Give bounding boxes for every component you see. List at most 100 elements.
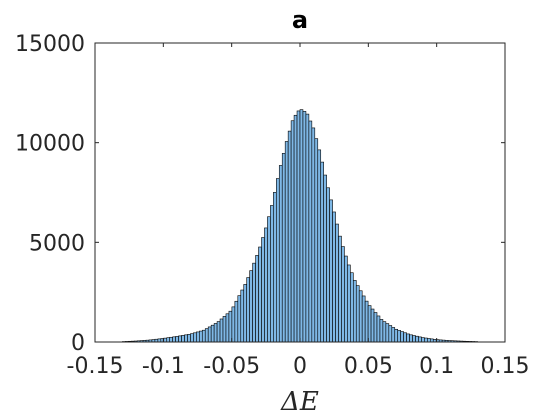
- histogram-bar: [270, 205, 274, 343]
- histogram-bar: [258, 246, 262, 343]
- histogram-bar: [175, 336, 179, 343]
- histogram-bar: [249, 270, 253, 343]
- histogram-bar: [293, 114, 298, 343]
- histogram-bar: [290, 120, 295, 343]
- histogram-bar: [219, 318, 224, 343]
- histogram-bar: [344, 255, 348, 343]
- histogram-bar: [388, 325, 393, 343]
- histogram-bar: [172, 336, 176, 343]
- histogram-bar: [222, 316, 227, 343]
- y-tick-label: 0: [71, 331, 85, 356]
- histogram-bar: [376, 315, 381, 343]
- histogram-bar: [373, 312, 378, 343]
- histogram-bar: [196, 331, 200, 343]
- histogram-bar: [409, 334, 413, 343]
- histogram-bar: [302, 111, 307, 343]
- histogram-bar: [184, 334, 188, 343]
- histogram-bar: [361, 295, 366, 343]
- histogram-bar: [296, 110, 301, 343]
- histogram-bar: [267, 216, 271, 343]
- histogram-bar: [252, 262, 256, 343]
- histogram-bar: [424, 337, 428, 343]
- histogram-bar: [382, 321, 387, 343]
- histogram-bar: [273, 192, 277, 343]
- histogram-bar: [299, 109, 304, 343]
- histogram-bar: [255, 255, 259, 343]
- histogram-bar: [352, 280, 357, 343]
- histogram-bar: [385, 323, 390, 343]
- histogram-bar: [427, 338, 431, 343]
- histogram-bar: [240, 289, 245, 343]
- histogram-bar: [332, 211, 336, 343]
- histogram-bar: [415, 335, 419, 343]
- histogram-bar: [169, 336, 173, 343]
- histogram-bar: [421, 337, 425, 343]
- histogram-bar: [326, 187, 330, 343]
- x-tick-label: 0: [293, 354, 307, 379]
- x-tick-label: 0.1: [419, 354, 454, 379]
- histogram-bar: [412, 335, 416, 343]
- x-tick-label: -0.15: [67, 354, 124, 379]
- histogram-bar: [370, 308, 375, 343]
- histogram-bar: [278, 165, 283, 343]
- histogram-bar: [231, 306, 236, 343]
- histogram-bar: [320, 161, 324, 343]
- x-tick-label: -0.05: [203, 354, 260, 379]
- histogram-bar: [311, 127, 316, 343]
- histogram-bar: [207, 326, 212, 343]
- histogram-bar: [350, 272, 354, 343]
- histogram-bar: [166, 337, 171, 343]
- histogram-bar: [406, 333, 410, 343]
- histogram-bar: [317, 149, 322, 343]
- histogram-bar: [347, 264, 351, 343]
- histogram-bar: [234, 300, 239, 343]
- y-tick-labels: 0 5000 10000 15000: [15, 32, 85, 356]
- histogram-bar: [355, 285, 360, 343]
- histogram-bar: [216, 321, 221, 343]
- histogram-bar: [379, 319, 384, 343]
- histogram-bar: [190, 333, 194, 343]
- histogram-bar: [329, 199, 333, 343]
- histogram-bar: [305, 113, 310, 343]
- histogram-bar: [163, 337, 168, 343]
- histogram-bar: [199, 330, 203, 343]
- x-tick-label: 0.15: [481, 354, 530, 379]
- axis-ticks: [94, 42, 506, 343]
- histogram-bar: [213, 323, 218, 343]
- histogram-bar: [276, 178, 280, 343]
- histogram-bar: [364, 300, 369, 343]
- histogram-bar: [201, 329, 206, 343]
- y-tick-label: 15000: [15, 32, 85, 57]
- histogram-bar: [187, 334, 191, 343]
- histogram-bar: [418, 336, 422, 343]
- histogram-bar: [394, 328, 399, 343]
- histogram-bar: [391, 327, 396, 343]
- histogram-bar: [261, 237, 265, 343]
- histogram-bar: [181, 335, 185, 343]
- histogram-bar: [397, 330, 401, 343]
- x-tick-labels: -0.15 -0.1 -0.05 0 0.05 0.1 0.15: [67, 354, 530, 379]
- histogram-bar: [281, 153, 286, 343]
- histogram-bar: [400, 331, 404, 343]
- histogram-bar: [403, 332, 407, 343]
- histogram-bar: [341, 246, 345, 343]
- histogram-bar: [335, 223, 339, 343]
- y-tick-label: 10000: [15, 132, 85, 157]
- histogram-bar: [338, 235, 342, 343]
- histogram-bar: [308, 120, 313, 343]
- histogram-bar: [246, 277, 250, 343]
- histogram-bar: [243, 284, 248, 343]
- histogram-bar: [314, 138, 319, 343]
- histogram-bar: [228, 310, 233, 343]
- histogram-bar: [178, 335, 182, 343]
- histogram-bar: [358, 290, 363, 343]
- histogram-bar: [287, 130, 292, 343]
- histogram-bar: [225, 313, 230, 343]
- histogram-bars: [122, 109, 478, 343]
- histogram-bar: [284, 141, 289, 343]
- x-tick-label: -0.1: [142, 354, 185, 379]
- histogram-bar: [237, 295, 242, 343]
- histogram-bar: [323, 174, 327, 343]
- histogram-bar: [210, 324, 215, 343]
